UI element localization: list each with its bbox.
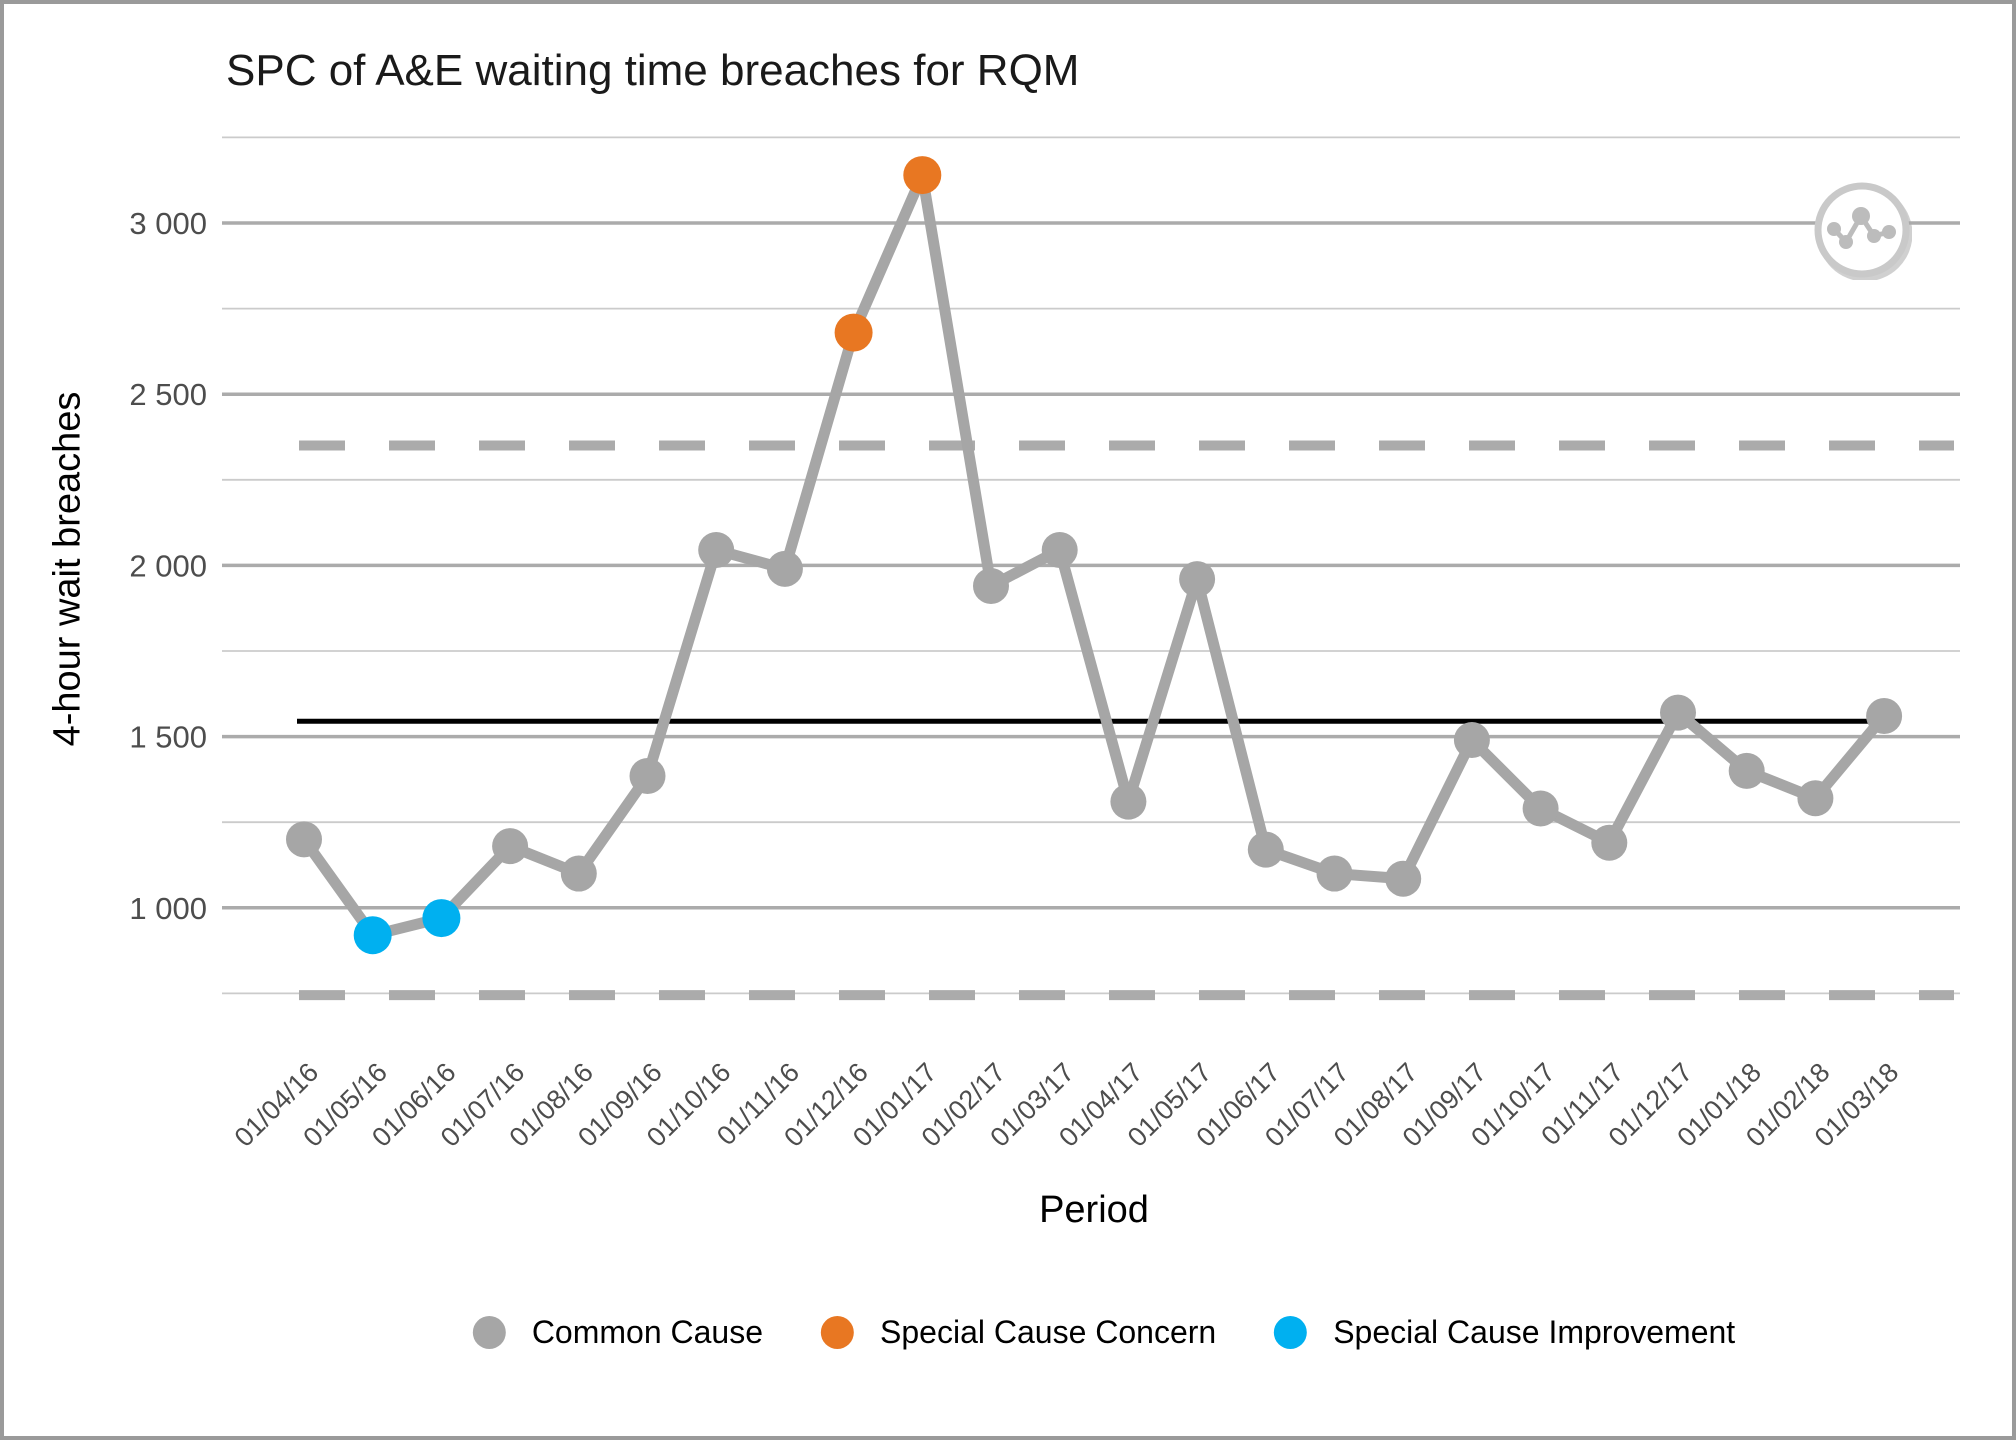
- y-tick-label: 2 500: [129, 377, 207, 412]
- data-point-improvement: [422, 899, 461, 938]
- y-axis-title: 4-hour wait breaches: [46, 391, 89, 747]
- y-tick-label: 1 000: [129, 891, 207, 926]
- data-point-common: [1385, 860, 1422, 897]
- data-point-common: [629, 757, 666, 794]
- data-line: [298, 169, 1890, 941]
- y-tick-label: 1 500: [129, 720, 207, 755]
- data-point-common: [698, 531, 735, 568]
- data-point-common: [1041, 531, 1078, 568]
- data-point-concern: [903, 156, 942, 195]
- data-point-common: [1247, 831, 1284, 868]
- line-chart-watermark-icon: [1814, 182, 1912, 280]
- legend-item-special-cause-concern: Special Cause Concern: [821, 1314, 1216, 1351]
- data-point-common: [1110, 783, 1147, 820]
- data-point-concern: [834, 313, 873, 352]
- data-point-common: [492, 828, 529, 865]
- data-point-common: [1866, 698, 1903, 735]
- data-point-improvement: [353, 916, 392, 955]
- legend-item-special-cause-improvement: Special Cause Improvement: [1274, 1314, 1735, 1351]
- data-point-common: [560, 855, 597, 892]
- data-point-common: [1660, 694, 1696, 731]
- data-point-common: [1453, 722, 1490, 759]
- data-point-common: [1728, 752, 1765, 789]
- y-tick-label: 3 000: [129, 206, 207, 241]
- data-point-common: [1316, 855, 1353, 892]
- special-cause-concern-dot-icon: [821, 1316, 855, 1349]
- legend: Common Cause Special Cause Concern Speci…: [472, 1314, 1735, 1351]
- data-point-common: [973, 567, 1009, 604]
- special-cause-improvement-dot-icon: [1274, 1316, 1308, 1349]
- legend-label-special-cause-improvement: Special Cause Improvement: [1333, 1314, 1736, 1350]
- data-point-common: [1797, 780, 1834, 817]
- data-point-common: [286, 821, 322, 858]
- data-point-common: [1591, 824, 1628, 861]
- chart-title: SPC of A&E waiting time breaches for RQM: [226, 46, 1080, 95]
- x-axis-title: Period: [1039, 1189, 1149, 1231]
- common-cause-dot-icon: [472, 1316, 506, 1349]
- legend-item-common-cause: Common Cause: [472, 1314, 764, 1351]
- data-point-common: [766, 550, 803, 587]
- legend-label-common-cause: Common Cause: [531, 1314, 764, 1350]
- data-point-common: [1522, 790, 1559, 827]
- y-tick-label: 2 000: [129, 548, 207, 583]
- legend-label-special-cause-concern: Special Cause Concern: [880, 1314, 1217, 1350]
- data-point-common: [1179, 561, 1216, 598]
